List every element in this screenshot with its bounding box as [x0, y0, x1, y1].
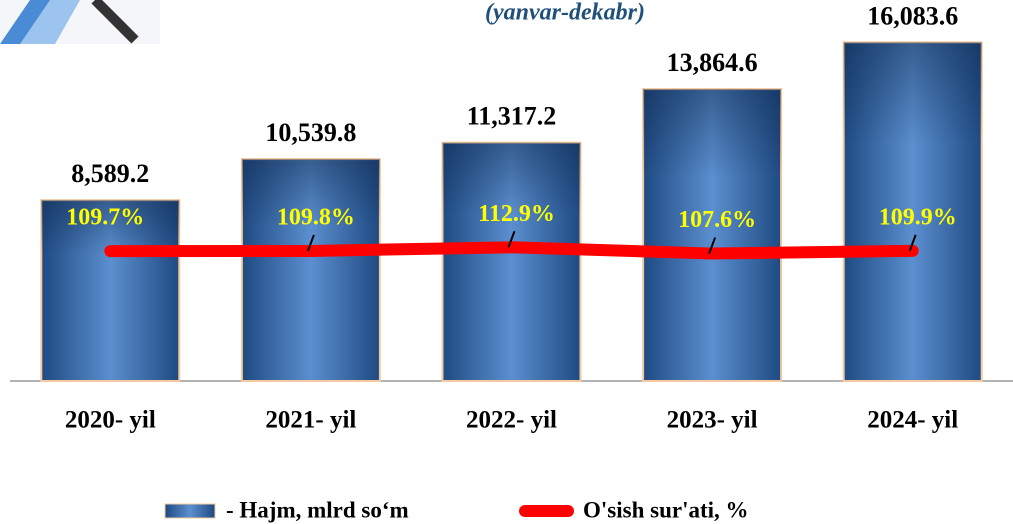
leader-line	[507, 230, 516, 248]
leader-line	[708, 237, 717, 254]
value-label: 109.7%	[66, 205, 144, 231]
line	[104, 241, 919, 260]
leader-line	[908, 234, 917, 252]
x-tick-label: 2021- yil	[265, 407, 356, 434]
leader-line	[306, 234, 315, 252]
value-label: 109.8%	[277, 204, 355, 230]
legend-label: - Hajm, mlrd so‘m	[226, 497, 409, 522]
value-label: 11,317.2	[467, 102, 557, 131]
value-label: 109.9%	[879, 204, 957, 230]
x-tick-label: 2020- yil	[65, 407, 156, 434]
value-label: 8,589.2	[71, 159, 149, 188]
legend: - Hajm, mlrd so‘m O'sish sur'ati, %	[164, 497, 749, 522]
value-label: 13,864.6	[667, 48, 758, 77]
bar-shade	[41, 200, 180, 381]
legend-label: O'sish sur'ati, %	[583, 497, 749, 522]
legend-swatch-bar	[164, 503, 216, 519]
logo-icon	[0, 0, 160, 44]
bar-shade	[643, 89, 782, 381]
bar-shade	[442, 142, 581, 381]
x-tick-label: 2024- yil	[867, 407, 958, 434]
value-label: 16,083.6	[867, 1, 958, 30]
x-tick-label: 2022- yil	[466, 407, 557, 434]
value-label: 112.9%	[478, 201, 555, 227]
value-label: 107.6%	[678, 207, 756, 233]
bar-shade	[843, 42, 982, 382]
value-label: 10,539.8	[265, 118, 356, 147]
chart-subtitle: (yanvar-dekabr)	[485, 0, 645, 26]
bar-shade	[241, 159, 380, 381]
x-tick-label: 2023- yil	[667, 407, 758, 434]
